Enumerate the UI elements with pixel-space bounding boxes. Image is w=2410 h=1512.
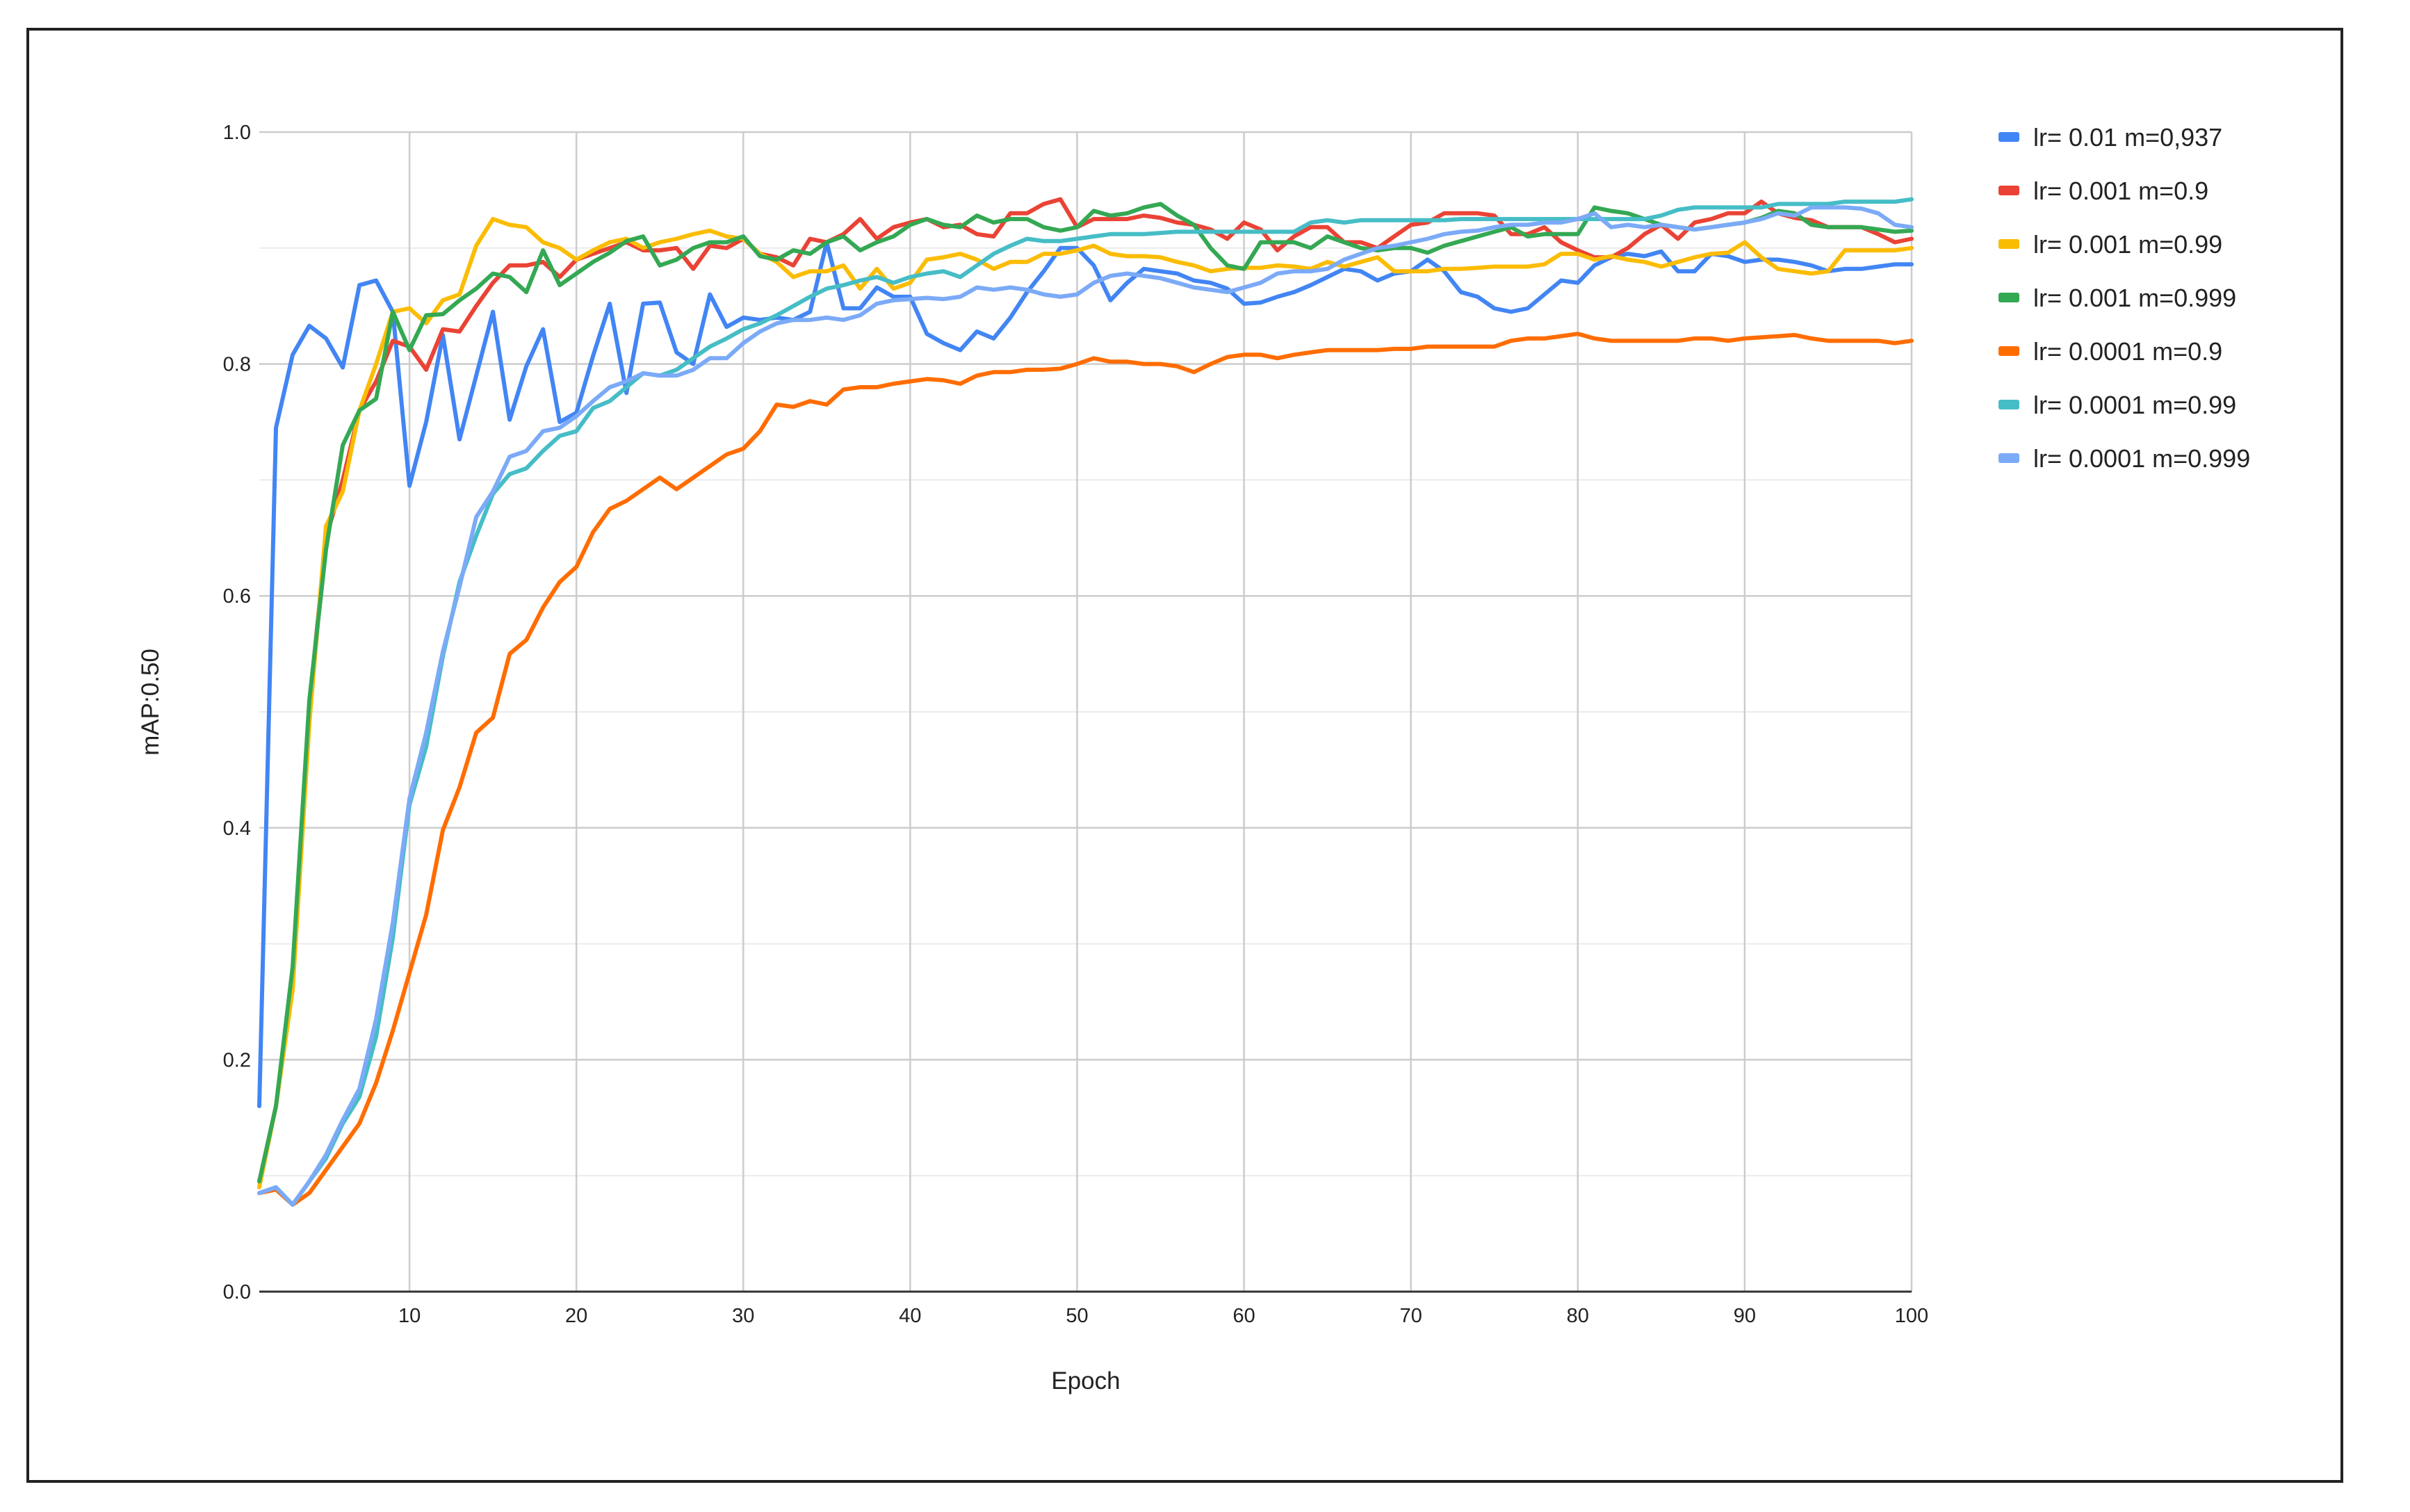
series-line-6: [257, 197, 1914, 1207]
legend-label: lr= 0.001 m=0.9: [2033, 177, 2208, 205]
legend-swatch: [1998, 186, 2019, 195]
y-tick-label: 0.8: [223, 354, 251, 376]
x-tick-label: 70: [1400, 1305, 1422, 1327]
y-tick-label: 0.4: [223, 818, 251, 840]
chart-frame: [26, 28, 2343, 1483]
legend-swatch: [1998, 346, 2019, 356]
x-tick-label: 90: [1734, 1305, 1756, 1327]
legend-label: lr= 0.001 m=0.99: [2033, 230, 2222, 259]
legend-label: lr= 0.0001 m=0.999: [2033, 444, 2250, 473]
y-tick-label: 1.0: [223, 122, 251, 144]
series-lines: [257, 197, 1914, 1207]
x-axis-title: Epoch: [1051, 1367, 1120, 1395]
legend-swatch: [1998, 293, 2019, 302]
legend-swatch: [1998, 400, 2019, 409]
x-tick-label: 20: [565, 1305, 587, 1327]
legend-label: lr= 0.001 m=0.999: [2033, 284, 2236, 312]
legend-swatch: [1998, 239, 2019, 249]
grid-lines: [259, 131, 1913, 1292]
series-line-7: [257, 205, 1914, 1207]
x-tick-label: 80: [1567, 1305, 1589, 1327]
x-tick-label: 100: [1895, 1305, 1928, 1327]
legend-label: lr= 0.0001 m=0.99: [2033, 391, 2236, 419]
x-tick-label: 40: [899, 1305, 921, 1327]
x-tick-label: 30: [732, 1305, 754, 1327]
x-tick-label: 50: [1066, 1305, 1088, 1327]
legend-swatch: [1998, 132, 2019, 142]
y-axis-title: mAP:0.50: [137, 649, 164, 756]
legend-swatch: [1998, 453, 2019, 463]
legend: lr= 0.01 m=0,937 lr= 0.001 m=0.9 lr= 0.001…: [1998, 123, 2250, 473]
y-tick-label: 0.0: [223, 1281, 251, 1303]
y-tick-label: 0.6: [223, 585, 251, 608]
series-line-3: [257, 217, 1914, 1189]
series-line-2: [257, 197, 1914, 1184]
series-line-4: [257, 202, 1914, 1184]
legend-label: lr= 0.01 m=0,937: [2033, 123, 2222, 152]
legend-label: lr= 0.0001 m=0.9: [2033, 337, 2222, 366]
tick-labels: 0.0 0.2 0.4 0.6 0.8 1.0 10 20 30 40 50 60 70 80 90 100: [223, 122, 1929, 1327]
y-tick-label: 0.2: [223, 1049, 251, 1071]
series-line-5: [257, 332, 1914, 1207]
x-tick-label: 60: [1232, 1305, 1255, 1327]
series-line-1: [257, 240, 1914, 1109]
x-tick-label: 10: [398, 1305, 421, 1327]
